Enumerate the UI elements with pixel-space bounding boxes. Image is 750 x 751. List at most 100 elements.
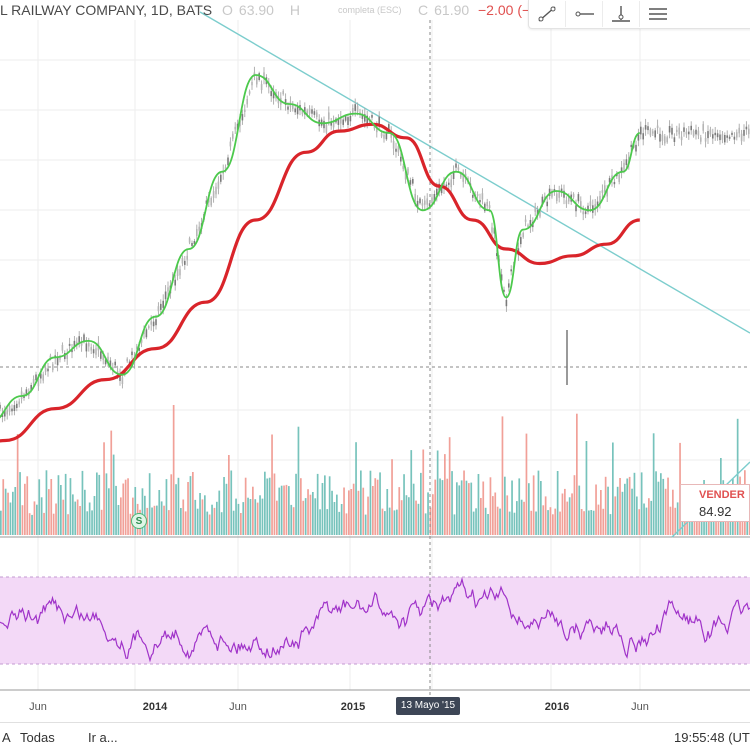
- volume-bar: [240, 513, 242, 535]
- candle-body: [683, 127, 685, 132]
- volume-bar: [72, 494, 74, 535]
- volume-bar: [79, 506, 81, 535]
- horizontal-ray-icon: [575, 11, 594, 17]
- volume-bar: [170, 474, 173, 535]
- candle-body: [229, 141, 232, 147]
- candle-body: [378, 116, 380, 125]
- candle-body: [522, 232, 524, 238]
- horizontal-ray-tool[interactable]: [566, 1, 603, 27]
- volume-bar: [393, 510, 396, 535]
- candle-body: [407, 168, 409, 174]
- candle-body: [524, 219, 527, 222]
- candle-body: [630, 144, 632, 148]
- anchor-line-tool[interactable]: [603, 1, 640, 27]
- volume-bar: [19, 472, 21, 535]
- volume-bar: [398, 487, 401, 535]
- volume-bar: [604, 476, 607, 535]
- menu-lines-icon: [649, 8, 667, 20]
- volume-bar: [283, 485, 285, 535]
- candle-body: [88, 343, 90, 347]
- volume-bar: [396, 509, 398, 535]
- candle-body: [700, 137, 702, 142]
- candle-body: [623, 162, 625, 170]
- volume-bar: [660, 473, 662, 535]
- high-value: H: [290, 2, 306, 18]
- candle-body: [308, 108, 311, 114]
- volume-bar: [619, 478, 621, 535]
- volume-bar: [643, 503, 645, 535]
- volume-bar: [564, 488, 566, 535]
- candle-body: [44, 367, 47, 372]
- candle-body: [400, 156, 402, 162]
- volume-bar: [482, 481, 485, 535]
- candle-body: [152, 321, 155, 327]
- goto-date-button[interactable]: Ir a...: [88, 730, 118, 745]
- volume-bar: [98, 474, 101, 535]
- volume-bar: [518, 478, 521, 535]
- sell-panel[interactable]: VENDER 84.92: [680, 484, 750, 522]
- candle-body: [462, 175, 464, 182]
- candle-body: [311, 109, 313, 114]
- candle-body: [64, 353, 66, 360]
- candle-body: [23, 395, 25, 398]
- menu-lines-tool[interactable]: [640, 1, 676, 27]
- volume-bar: [220, 512, 223, 535]
- volume-bar: [427, 492, 429, 535]
- event-badge[interactable]: S: [131, 513, 147, 529]
- volume-bar: [693, 512, 696, 535]
- anchor-line-icon: [612, 6, 630, 22]
- oscillator-line: [0, 576, 750, 663]
- candle-body: [690, 125, 692, 131]
- candle-body: [484, 203, 486, 212]
- chart-grid: [0, 20, 750, 690]
- range-fragment[interactable]: A: [2, 730, 11, 745]
- volume-bar: [607, 486, 609, 535]
- volume-bar: [405, 495, 408, 535]
- trend-line-tool[interactable]: [529, 1, 566, 27]
- volume-bar: [153, 505, 156, 535]
- volume-bar: [158, 490, 161, 535]
- candle-body: [148, 326, 150, 329]
- candle-body: [59, 357, 61, 360]
- candle-body: [181, 258, 184, 264]
- candle-body: [337, 119, 340, 125]
- volume-bar: [549, 507, 552, 535]
- candle-body: [244, 109, 246, 112]
- candle-body: [548, 188, 551, 196]
- volume-bar: [468, 483, 470, 535]
- range-all-button[interactable]: Todas: [20, 730, 55, 745]
- volume-bar: [525, 433, 528, 535]
- volume-bar: [499, 508, 501, 535]
- trend-line-icon: [538, 6, 556, 22]
- volume-bar: [626, 478, 629, 535]
- volume-bar: [184, 511, 187, 535]
- candle-body: [287, 106, 289, 110]
- candle-body: [109, 360, 112, 367]
- volume-bar: [504, 476, 506, 535]
- candle-body: [40, 373, 42, 379]
- candle-body: [344, 116, 347, 121]
- candle-body: [193, 241, 196, 245]
- candle-body: [248, 91, 251, 94]
- candle-body: [11, 408, 13, 412]
- candle-body: [376, 126, 378, 133]
- volume-bar: [492, 496, 494, 535]
- trendline[interactable]: [199, 11, 750, 334]
- volume-bar: [600, 490, 602, 535]
- x-tick-label: 2015: [341, 701, 365, 713]
- volume-bar: [177, 477, 180, 535]
- volume-bar: [554, 508, 557, 535]
- x-tick-label: Jun: [631, 701, 649, 713]
- candle-body: [18, 401, 20, 405]
- candle-body: [673, 137, 676, 142]
- volume-bar: [415, 500, 417, 535]
- volume-bar: [597, 504, 600, 535]
- volume-bar: [655, 471, 657, 535]
- candle-body: [642, 133, 644, 140]
- volume-bar: [628, 476, 631, 535]
- sma-short-line: [0, 74, 641, 419]
- sell-label: VENDER: [699, 489, 745, 501]
- candle-body: [347, 117, 349, 125]
- candle-body: [709, 129, 712, 135]
